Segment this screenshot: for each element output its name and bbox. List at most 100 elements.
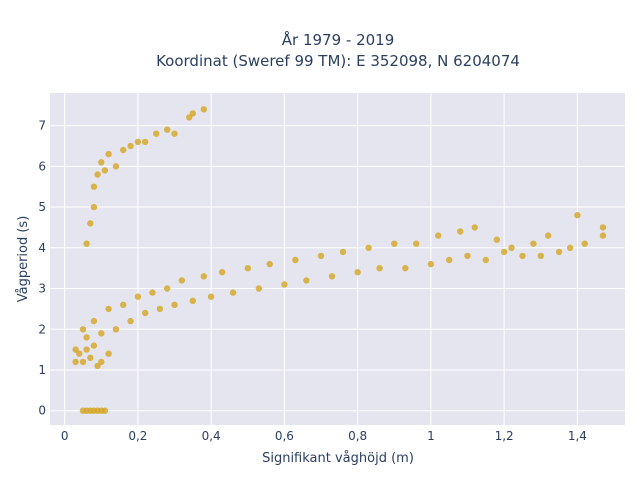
y-tick-label: 4 [38, 241, 46, 255]
data-point [537, 252, 544, 260]
data-point [79, 326, 87, 333]
y-tick-label: 1 [38, 363, 46, 377]
data-point [200, 273, 207, 280]
y-axis-title: Vågperiod (s) [16, 216, 31, 303]
y-tick-label: 2 [38, 322, 46, 336]
data-point [98, 330, 105, 337]
y-tick-label: 0 [38, 404, 46, 418]
chart-title-line-2: Koordinat (Sweref 99 TM): E 352098, N 62… [156, 52, 520, 70]
x-tick-label: 1,2 [495, 429, 514, 443]
data-point [79, 358, 87, 366]
data-point [218, 269, 226, 276]
y-tick-label: 6 [38, 159, 46, 173]
grid-layer [50, 93, 625, 425]
x-tick-label: 1 [427, 429, 435, 443]
x-tick-labels: 0 0,2 0,4 0,6 0,8 1 1,2 1,4 [61, 429, 587, 443]
data-point [83, 346, 90, 353]
data-point [471, 224, 478, 231]
data-point [427, 260, 435, 268]
data-point [120, 301, 127, 308]
data-point [519, 252, 526, 260]
y-tick-label: 5 [38, 200, 46, 214]
data-point [153, 130, 160, 137]
data-point [530, 240, 537, 247]
data-point [72, 346, 79, 353]
data-point [101, 167, 109, 174]
data-point [72, 358, 79, 366]
data-point [244, 265, 251, 272]
data-point [500, 248, 508, 256]
data-point [142, 138, 149, 146]
data-point [171, 130, 178, 137]
data-point [303, 277, 310, 284]
data-point [156, 305, 164, 313]
data-point [94, 171, 101, 178]
data-point [317, 252, 325, 260]
data-point [413, 240, 420, 247]
data-point [544, 232, 552, 239]
points-layer [72, 106, 607, 414]
data-point [90, 317, 98, 325]
data-point [266, 260, 273, 268]
data-point [105, 305, 112, 313]
data-point [112, 163, 120, 170]
data-point [281, 281, 288, 288]
data-point [142, 309, 149, 317]
data-point [464, 252, 471, 260]
data-point [391, 240, 398, 247]
data-point [574, 212, 581, 219]
data-point [354, 269, 361, 276]
data-point [90, 342, 98, 349]
data-point [200, 106, 207, 113]
data-point [98, 358, 105, 366]
data-point [149, 289, 156, 296]
data-point [83, 240, 90, 247]
data-point [178, 277, 185, 284]
x-tick-label: 0 [61, 429, 69, 443]
data-point [435, 232, 442, 239]
data-point [90, 203, 98, 211]
data-point [164, 285, 171, 292]
data-point [446, 256, 453, 264]
data-point [328, 273, 336, 280]
data-point [207, 293, 215, 300]
data-point [493, 236, 500, 243]
data-point [134, 293, 142, 300]
data-point [120, 146, 127, 154]
data-point [189, 297, 196, 304]
data-point [508, 244, 515, 251]
x-axis-title: Signifikant våghöjd (m) [262, 451, 414, 466]
data-point [482, 256, 489, 264]
data-point [365, 244, 372, 251]
data-point [105, 150, 112, 158]
data-point [90, 183, 98, 190]
data-point [98, 159, 105, 166]
data-point [105, 350, 112, 357]
x-tick-label: 0,2 [128, 429, 147, 443]
data-point [255, 285, 262, 292]
y-tick-labels: 0 1 2 3 4 5 6 7 [38, 119, 46, 418]
data-point [402, 265, 409, 272]
x-tick-label: 0,6 [275, 429, 294, 443]
data-point [134, 138, 142, 146]
data-point [292, 256, 299, 264]
data-point [376, 265, 383, 272]
chart-title-line-1: År 1979 - 2019 [282, 30, 395, 49]
y-tick-label: 3 [38, 282, 46, 296]
data-point [127, 142, 134, 150]
data-point [101, 407, 109, 414]
data-point [555, 248, 563, 256]
data-point [457, 228, 464, 235]
data-point [87, 220, 94, 227]
data-point [164, 126, 171, 133]
data-point [189, 110, 196, 117]
data-point [87, 354, 94, 361]
data-point [76, 350, 83, 357]
x-tick-label: 0,8 [348, 429, 367, 443]
data-point [339, 248, 347, 256]
data-point [599, 224, 607, 231]
y-tick-label: 7 [38, 119, 46, 133]
x-tick-label: 0,4 [202, 429, 221, 443]
